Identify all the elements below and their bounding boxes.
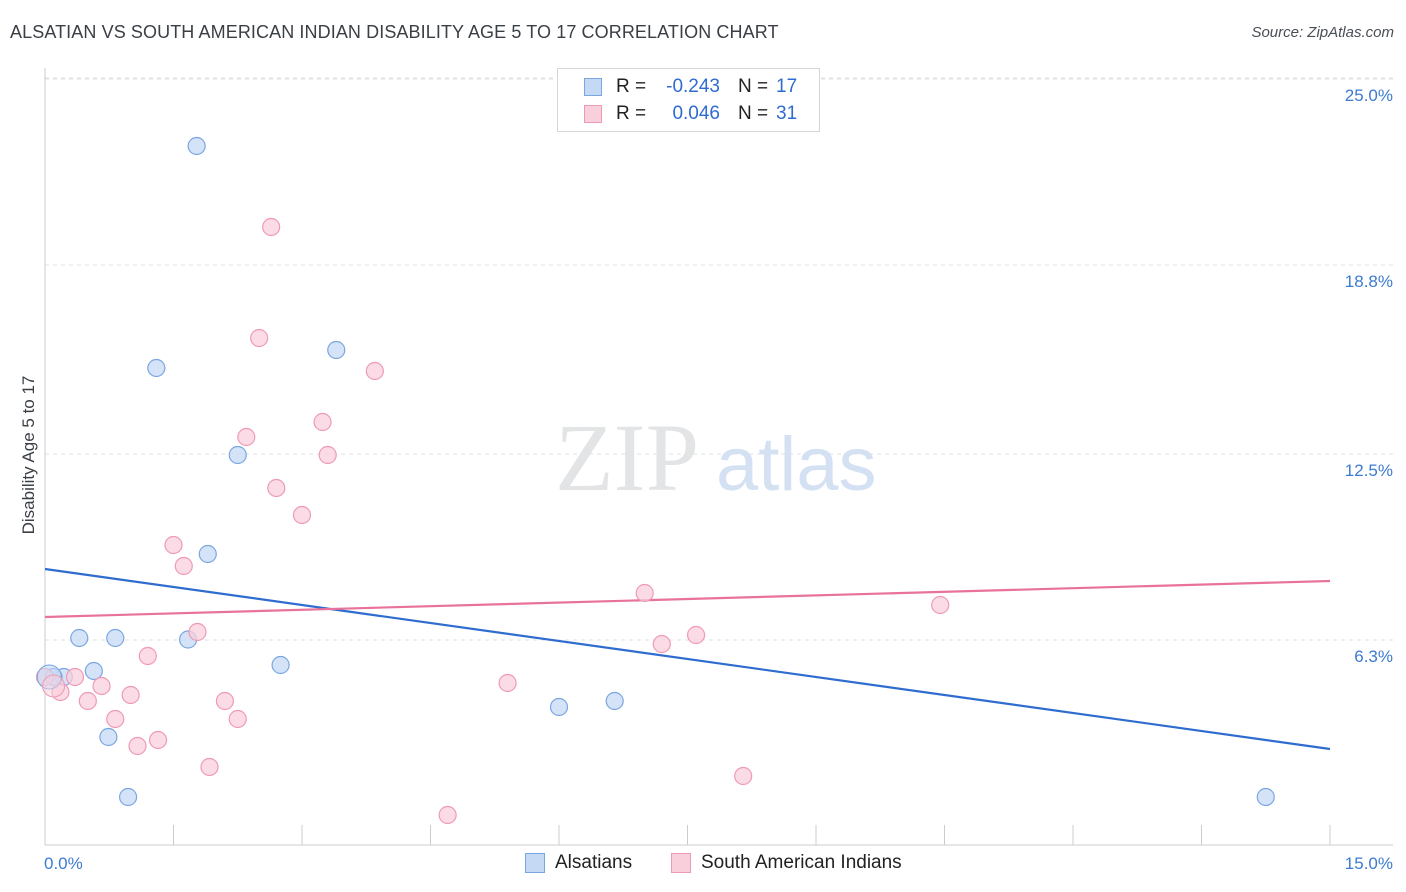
alsatian-point	[187, 136, 206, 156]
south-american-indian-point	[92, 676, 111, 696]
south-american-indian-point	[635, 583, 654, 603]
watermark-atlas: atlas	[716, 422, 877, 507]
south-american-indian-point	[318, 445, 337, 465]
x-tick-label: 0.0%	[44, 854, 83, 873]
south-american-indian-point-large	[42, 674, 66, 698]
legend-r-value: 0.046	[672, 103, 720, 124]
watermark-zip: ZIP	[555, 404, 699, 511]
alsatian-point	[198, 544, 217, 564]
south-american-indian-point	[931, 595, 950, 615]
south-american-indian-point	[215, 691, 234, 711]
y-axis-label: Disability Age 5 to 17	[19, 376, 38, 535]
bottom-legend-label: Alsatians	[555, 852, 633, 873]
south-american-indian-point	[734, 766, 753, 786]
south-american-indian-point	[106, 709, 125, 729]
y-tick-label: 12.5%	[1345, 461, 1393, 480]
south-american-indian-point	[138, 646, 157, 666]
legend-r-label: R =	[616, 76, 647, 97]
watermark: ZIP atlas	[555, 404, 877, 511]
south-american-indian-point	[438, 805, 457, 825]
alsatian-point	[99, 727, 118, 747]
south-american-indian-point	[250, 328, 269, 348]
bottom-legend: Alsatians South American Indians	[0, 852, 1406, 878]
south-american-indian-point	[228, 709, 247, 729]
alsatian-point	[271, 655, 290, 675]
south-american-indian-point	[267, 478, 286, 498]
legend-row-alsatians: R = -0.243 N = 17	[584, 74, 797, 100]
south-american-indian-point	[292, 505, 312, 525]
south-american-indian-point	[174, 556, 193, 576]
south-american-indian-point	[188, 622, 207, 642]
alsatian-point	[549, 697, 569, 717]
x-tick-label: 15.0%	[1345, 854, 1393, 873]
alsatian-point	[84, 661, 103, 681]
y-tick-label: 6.3%	[1354, 647, 1393, 666]
bottom-legend-swatch-blue	[525, 853, 545, 873]
alsatian-point	[327, 340, 346, 360]
legend-n-value: 17	[776, 76, 798, 97]
bottom-legend-south-american-indians: South American Indians	[671, 852, 902, 874]
alsatian-point	[106, 628, 125, 648]
grid-layer	[45, 77, 1393, 641]
legend-n-label: N =	[738, 103, 769, 124]
trend-layer	[44, 567, 1331, 751]
legend-r-value: -0.243	[666, 76, 720, 97]
south-american-indian-point	[164, 535, 183, 555]
axes-layer: 6.3% 12.5% 18.8% 25.0% 0.0% 15.0%	[44, 68, 1393, 873]
south-american-indian-point	[121, 685, 140, 705]
south-american-indian-trend-line	[44, 579, 1331, 619]
chart-title: ALSATIAN VS SOUTH AMERICAN INDIAN DISABI…	[10, 22, 779, 42]
south-american-indian-point	[652, 634, 671, 654]
south-american-indian-point	[200, 757, 219, 777]
points-layer	[35, 136, 1275, 825]
alsatian-trend-line	[44, 567, 1331, 751]
bottom-legend-label: South American Indians	[701, 852, 902, 873]
south-american-indian-point	[686, 625, 706, 645]
alsatian-point	[147, 358, 166, 378]
legend-n-label: N =	[738, 76, 769, 97]
y-tick-label: 25.0%	[1345, 86, 1393, 105]
alsatian-point	[70, 628, 89, 648]
bottom-legend-swatch-pink	[671, 853, 691, 873]
alsatian-point	[228, 445, 247, 465]
south-american-indian-point	[237, 427, 256, 447]
south-american-indian-point	[313, 412, 332, 432]
legend-swatch-pink	[584, 105, 602, 123]
legend: R = -0.243 N = 17 R = 0.046 N = 31	[557, 68, 820, 132]
legend-n-value: 31	[776, 103, 798, 124]
south-american-indian-point	[78, 691, 97, 711]
y-tick-label: 18.8%	[1345, 272, 1393, 291]
bottom-legend-alsatians: Alsatians	[525, 852, 632, 874]
alsatian-point	[118, 787, 138, 807]
south-american-indian-point	[365, 361, 384, 381]
source-label: Source: ZipAtlas.com	[1251, 24, 1394, 41]
alsatian-point	[605, 691, 624, 711]
south-american-indian-point	[148, 730, 168, 750]
south-american-indian-point	[498, 673, 517, 693]
legend-swatch-blue	[584, 78, 602, 96]
south-american-indian-point	[65, 667, 85, 687]
alsatian-point	[1256, 787, 1275, 807]
south-american-indian-point	[262, 217, 281, 237]
legend-r-label: R =	[616, 103, 647, 124]
south-american-indian-point	[128, 736, 147, 756]
legend-row-south-american-indians: R = 0.046 N = 31	[584, 101, 797, 127]
